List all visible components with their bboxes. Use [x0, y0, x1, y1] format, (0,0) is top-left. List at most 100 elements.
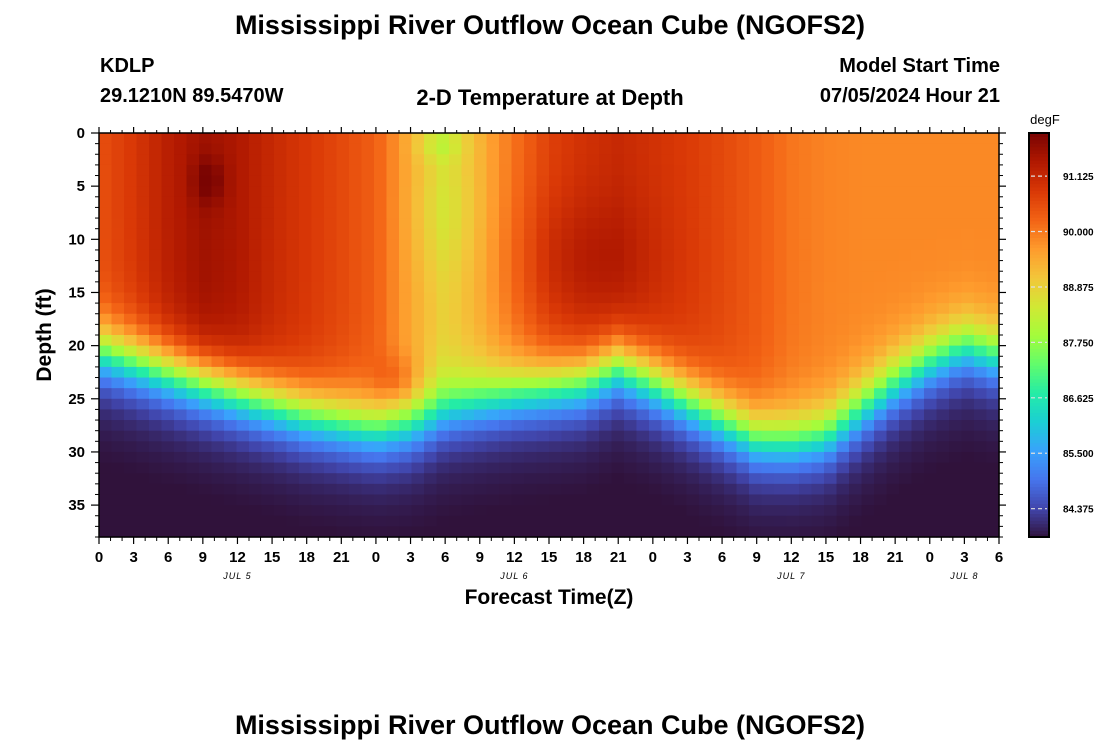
heatmap-cell	[849, 249, 863, 262]
heatmap-cell	[536, 133, 550, 145]
heatmap-cell	[986, 420, 1000, 432]
heatmap-cell	[761, 398, 775, 411]
heatmap-cell	[986, 366, 1000, 379]
heatmap-cell	[536, 483, 550, 496]
heatmap-cell	[311, 335, 325, 347]
heatmap-cell	[374, 186, 388, 198]
heatmap-cell	[236, 462, 250, 474]
colorbar-segment	[1029, 483, 1049, 488]
heatmap-cell	[736, 207, 750, 219]
heatmap-cell	[674, 377, 688, 389]
heatmap-cell	[461, 441, 475, 453]
heatmap-cell	[349, 526, 363, 538]
heatmap-cell	[686, 473, 700, 485]
heatmap-cell	[161, 313, 175, 325]
heatmap-cell	[874, 164, 888, 177]
heatmap-cell	[861, 249, 875, 262]
colorbar-segment	[1029, 153, 1049, 158]
heatmap-cell	[386, 462, 400, 474]
heatmap-cell	[586, 281, 600, 294]
heatmap-cell	[649, 239, 663, 251]
heatmap-cell	[574, 356, 588, 368]
heatmap-cell	[986, 271, 1000, 283]
heatmap-cell	[461, 420, 475, 432]
heatmap-cell	[686, 366, 700, 379]
heatmap-cell	[711, 409, 725, 421]
colorbar-tick-label: 90.000	[1063, 228, 1094, 239]
heatmap-cell	[474, 281, 488, 294]
heatmap-cell	[249, 313, 263, 325]
day-label: JUL 5	[222, 571, 251, 581]
heatmap-cell	[936, 441, 950, 453]
heatmap-cell	[661, 133, 675, 145]
heatmap-cell	[536, 494, 550, 506]
heatmap-cell	[524, 388, 538, 400]
heatmap-cell	[436, 494, 450, 506]
heatmap-cell	[499, 430, 513, 442]
heatmap-cell	[436, 143, 450, 155]
heatmap-cell	[961, 218, 975, 230]
heatmap-cell	[299, 313, 313, 325]
heatmap-cell	[99, 228, 113, 240]
heatmap-cell	[861, 207, 875, 219]
heatmap-cell	[749, 271, 763, 283]
heatmap-cell	[936, 271, 950, 283]
heatmap-cell	[986, 388, 1000, 400]
heatmap-cell	[749, 345, 763, 357]
heatmap-cell	[186, 441, 200, 453]
heatmap-cell	[724, 398, 738, 411]
heatmap-cell	[724, 409, 738, 421]
heatmap-cell	[399, 196, 413, 209]
heatmap-cell	[274, 271, 288, 283]
heatmap-cell	[486, 196, 500, 209]
heatmap-cell	[849, 451, 863, 464]
heatmap-cell	[799, 398, 813, 411]
colorbar-segment	[1029, 203, 1049, 208]
heatmap-cell	[261, 441, 275, 453]
heatmap-cell	[736, 420, 750, 432]
heatmap-cell	[524, 356, 538, 368]
heatmap-cell	[924, 292, 938, 304]
heatmap-cell	[186, 473, 200, 485]
heatmap-cell	[311, 164, 325, 177]
heatmap-cell	[424, 526, 438, 538]
heatmap-cell	[549, 335, 563, 347]
heatmap-cell	[886, 228, 900, 240]
heatmap-cell	[724, 430, 738, 442]
heatmap-cell	[974, 186, 988, 198]
heatmap-cell	[899, 356, 913, 368]
heatmap-cell	[924, 420, 938, 432]
heatmap-cell	[686, 462, 700, 474]
heatmap-cell	[411, 143, 425, 155]
heatmap-cell	[99, 303, 113, 315]
heatmap-cell	[461, 313, 475, 325]
heatmap-cell	[286, 239, 300, 251]
heatmap-cell	[674, 143, 688, 155]
heatmap-cell	[249, 239, 263, 251]
heatmap-cell	[899, 377, 913, 389]
heatmap-cell	[286, 345, 300, 357]
heatmap-cell	[461, 164, 475, 177]
heatmap-cell	[761, 345, 775, 357]
heatmap-cell	[699, 143, 713, 155]
heatmap-cell	[436, 218, 450, 230]
heatmap-cell	[436, 451, 450, 464]
heatmap-cell	[686, 324, 700, 336]
heatmap-cell	[524, 441, 538, 453]
heatmap-cell	[561, 420, 575, 432]
heatmap-cell	[961, 228, 975, 240]
heatmap-cell	[511, 356, 525, 368]
heatmap-cell	[499, 324, 513, 336]
heatmap-cell	[149, 154, 163, 166]
heatmap-cell	[774, 324, 788, 336]
heatmap-cell	[236, 441, 250, 453]
heatmap-cell	[249, 143, 263, 155]
heatmap-cell	[699, 451, 713, 464]
heatmap-cell	[299, 143, 313, 155]
colorbar-segment	[1029, 163, 1049, 168]
heatmap-cell	[399, 441, 413, 453]
heatmap-cell	[711, 335, 725, 347]
heatmap-cell	[886, 526, 900, 538]
heatmap-cell	[436, 388, 450, 400]
heatmap-cell	[399, 292, 413, 304]
